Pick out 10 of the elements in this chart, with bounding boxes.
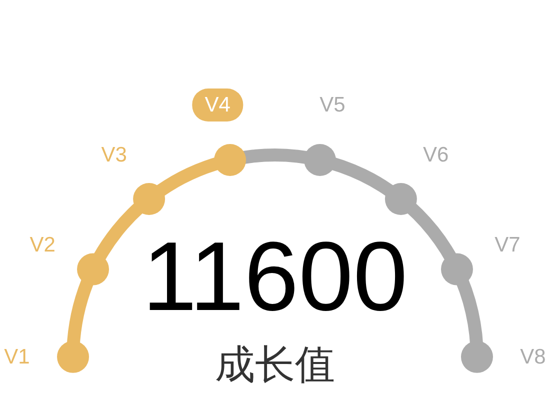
text: V6: [423, 144, 449, 167]
text: V2: [30, 234, 56, 257]
text: 11600: [142, 221, 408, 331]
text: V7: [494, 234, 520, 257]
level-badge: V4: [192, 88, 244, 122]
text: V1: [4, 346, 30, 368]
text: V5: [320, 94, 346, 117]
text: V8: [520, 346, 546, 368]
text: V3: [101, 144, 127, 167]
text: 成长值: [215, 343, 335, 387]
